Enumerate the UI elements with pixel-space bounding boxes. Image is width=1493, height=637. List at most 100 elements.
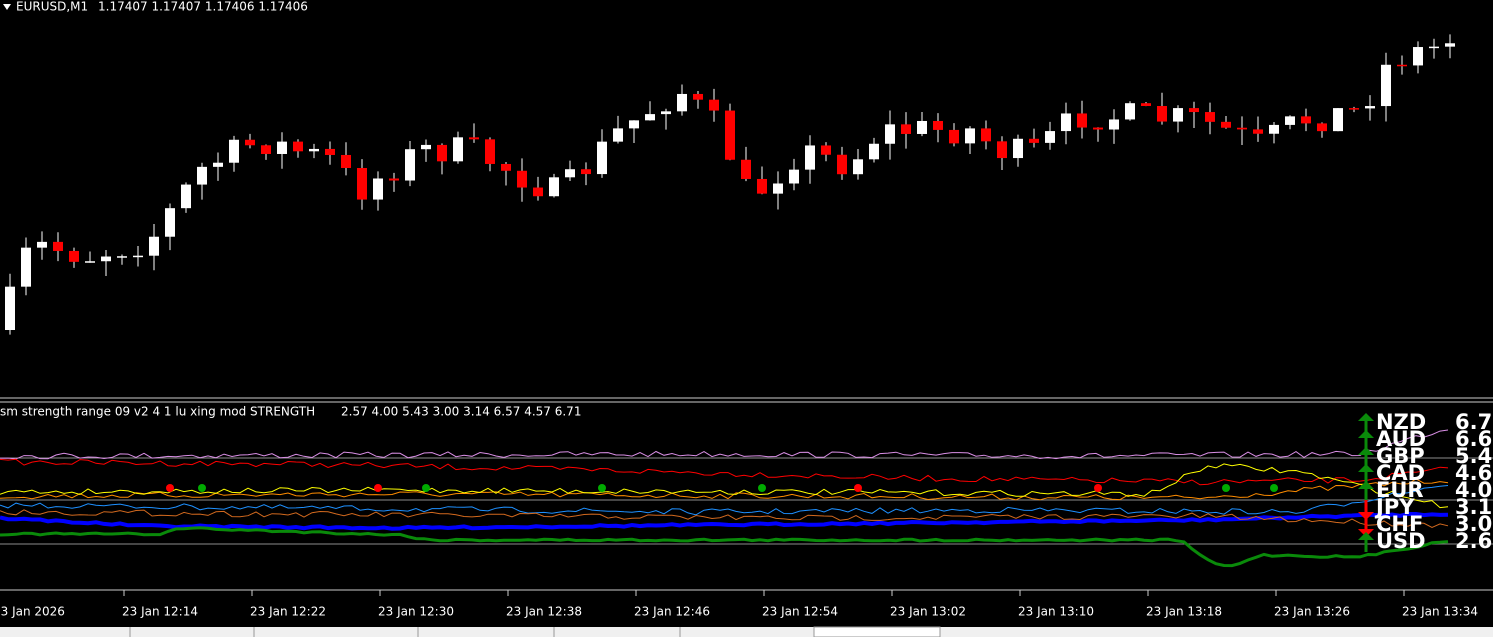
- candle-body: [565, 169, 575, 178]
- candle-body: [629, 120, 639, 129]
- candle-body: [1429, 46, 1439, 49]
- currency-name: USD: [1376, 529, 1426, 553]
- arrow-head: [1358, 481, 1374, 489]
- arrow-head: [1358, 532, 1374, 540]
- candle-body: [901, 124, 911, 134]
- candle-body: [149, 236, 159, 256]
- strength-line: [0, 463, 1449, 509]
- currency-value: 5.4: [1455, 444, 1492, 468]
- candle-body: [549, 177, 559, 197]
- candle-body: [277, 141, 287, 154]
- strength-line: [0, 429, 1449, 460]
- strength-line: [0, 478, 1449, 501]
- time-label: 23 Jan 2026: [0, 605, 65, 619]
- menu-triangle[interactable]: [3, 4, 11, 10]
- candle-body: [21, 247, 31, 287]
- candle-body: [821, 145, 831, 155]
- candle-body: [1349, 108, 1359, 110]
- candle-body: [773, 183, 783, 194]
- candle-body: [245, 139, 255, 146]
- candle-body: [997, 141, 1007, 159]
- candle-body: [1301, 116, 1311, 124]
- candle-body: [485, 139, 495, 164]
- tab-active[interactable]: [813, 626, 941, 637]
- time-label: 23 Jan 13:02: [890, 605, 966, 619]
- currency-value: 3.0: [1455, 512, 1492, 536]
- candle-body: [1061, 113, 1071, 132]
- candle-body: [469, 137, 479, 140]
- candle-body: [197, 166, 207, 185]
- legend: NZD 6.7 AUD 6.6 GBP 5.4 CAD 4.6 EUR 4.0 JPY 3.1 CHF 3…: [1358, 410, 1492, 553]
- currency-name: EUR: [1376, 478, 1424, 502]
- candle-body: [741, 159, 751, 179]
- prices: 1.17407 1.17407 1.17406 1.17406: [98, 0, 308, 14]
- candle-body: [1221, 121, 1231, 128]
- arrow-head: [1358, 512, 1374, 520]
- indicator-lines: [0, 429, 1449, 568]
- candle-body: [1157, 105, 1167, 122]
- currency-value: 4.6: [1455, 461, 1492, 485]
- candle-body: [501, 163, 511, 171]
- time-label: 23 Jan 12:54: [762, 605, 838, 619]
- strength-line: [0, 485, 1449, 516]
- candle-body: [165, 208, 175, 237]
- candle-body: [693, 93, 703, 100]
- currency-name: CAD: [1376, 461, 1425, 485]
- signal-dot: [598, 484, 606, 492]
- signal-dot: [854, 484, 862, 492]
- currency-value: 6.6: [1455, 427, 1492, 451]
- candle-body: [1141, 103, 1151, 106]
- candle-body: [517, 170, 527, 188]
- signal-dot: [422, 484, 430, 492]
- candle-body: [389, 178, 399, 181]
- strength-line: [0, 458, 1449, 486]
- arrow-head: [1358, 447, 1374, 455]
- candle-body: [1365, 106, 1375, 109]
- time-label: 23 Jan 12:22: [250, 605, 326, 619]
- candle-body: [101, 256, 111, 262]
- candle-body: [725, 110, 735, 160]
- candle-body: [1093, 127, 1103, 130]
- candle-body: [229, 139, 239, 163]
- currency-name: NZD: [1376, 410, 1426, 434]
- candle-body: [1445, 43, 1455, 47]
- candle-body: [1173, 108, 1183, 122]
- signal-dot: [198, 484, 206, 492]
- signal-dot: [374, 484, 382, 492]
- candle-body: [597, 141, 607, 175]
- arrow-head: [1358, 413, 1374, 421]
- signal-dot: [1270, 484, 1278, 492]
- candle-body: [1029, 138, 1039, 143]
- arrow-head: [1358, 430, 1374, 438]
- candle-body: [1205, 112, 1215, 122]
- candle-body: [357, 167, 367, 200]
- candle-body: [965, 128, 975, 144]
- candle-body: [373, 178, 383, 200]
- candle-body: [309, 148, 319, 152]
- time-axis: 23 Jan 2026 23 Jan 12:14 23 Jan 12:22 23 Ja…: [0, 590, 1478, 619]
- signal-dot: [1094, 484, 1102, 492]
- candle-body: [1253, 129, 1263, 134]
- strength-line: [0, 509, 1449, 529]
- currency-name: AUD: [1376, 427, 1426, 451]
- candle-body: [5, 286, 15, 330]
- indicator-label: sm strength range 09 v2 4 1 lu xing mod …: [0, 405, 315, 419]
- candle-body: [341, 154, 351, 168]
- currency-name: JPY: [1374, 495, 1415, 519]
- candle-body: [1189, 108, 1199, 113]
- candle-body: [869, 143, 879, 160]
- currency-value: 3.1: [1455, 495, 1492, 519]
- currency-value: 2.6: [1455, 529, 1492, 553]
- candle-body: [117, 256, 127, 258]
- arrow-head: [1358, 464, 1374, 472]
- candle-body: [661, 111, 671, 115]
- tab-bar: [0, 627, 1493, 637]
- candle-body: [885, 124, 895, 144]
- candle-body: [437, 144, 447, 162]
- candle-body: [613, 128, 623, 142]
- candle-body: [789, 169, 799, 184]
- signal-dot: [166, 484, 174, 492]
- candle-body: [325, 148, 335, 155]
- candle-body: [1269, 124, 1279, 134]
